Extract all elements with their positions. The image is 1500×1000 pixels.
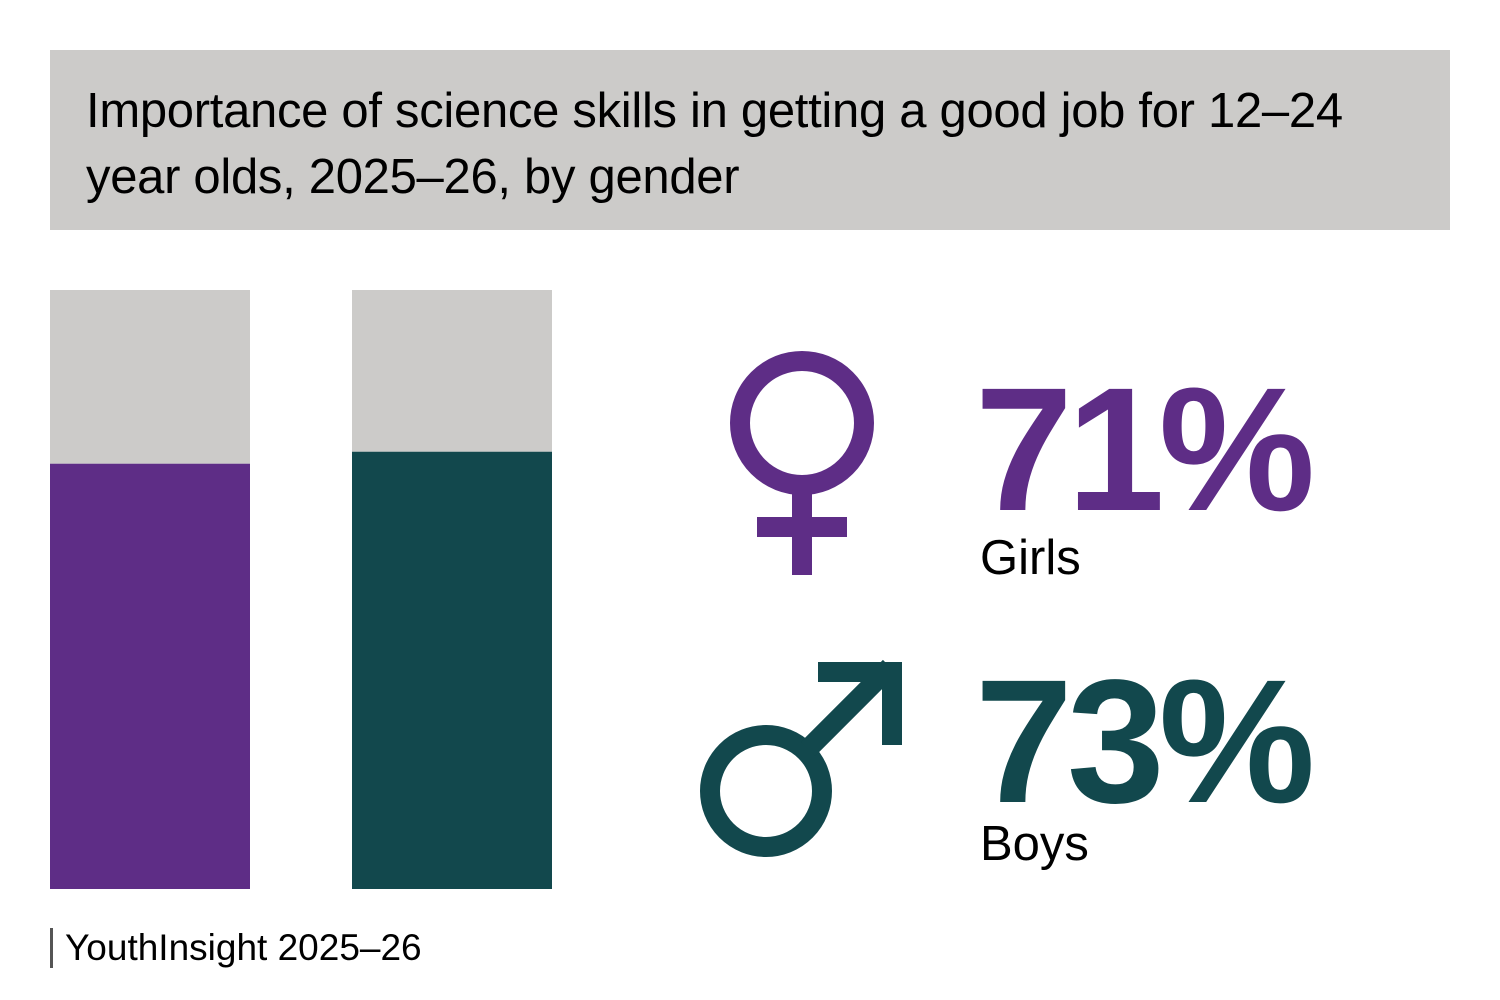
boys-label: Boys bbox=[980, 817, 1089, 871]
female-symbol-icon bbox=[730, 351, 874, 575]
male-symbol-icon bbox=[700, 659, 902, 857]
source-divider bbox=[50, 928, 53, 968]
bar-remainder-girls bbox=[50, 290, 250, 464]
stacked-bar-chart bbox=[50, 290, 552, 889]
chart-title: Importance of science skills in getting … bbox=[86, 84, 1343, 204]
source-text: YouthInsight 2025–26 bbox=[65, 927, 422, 968]
title-banner: Importance of science skills in getting … bbox=[50, 50, 1450, 230]
bar-girls bbox=[50, 463, 250, 889]
girls-percentage: 71% bbox=[975, 352, 1315, 548]
bar-boys bbox=[352, 451, 552, 889]
girls-label: Girls bbox=[980, 531, 1081, 585]
boys-percentage: 73% bbox=[975, 644, 1315, 840]
bar-remainder-boys bbox=[352, 290, 552, 452]
source-note: YouthInsight 2025–26 bbox=[50, 928, 422, 968]
